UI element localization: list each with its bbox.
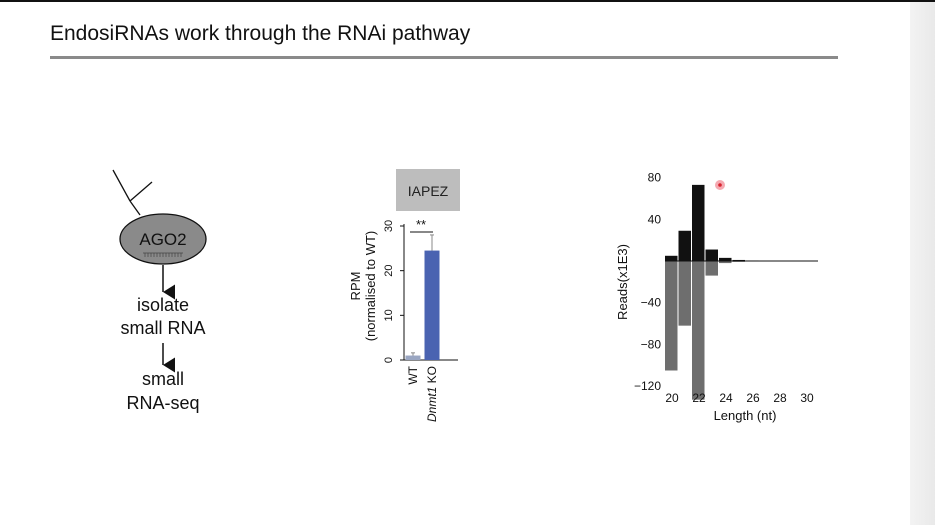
- x-tick-label: Dnmt1 KO: [425, 366, 439, 422]
- bar: [405, 355, 421, 360]
- step1-line1: isolate: [137, 295, 189, 315]
- bar-antisense: [719, 261, 732, 264]
- bar-sense: [719, 257, 732, 261]
- step2-line2: RNA-seq: [126, 393, 199, 413]
- title-underline: [50, 56, 838, 59]
- y-axis-label-line1: RPM: [348, 272, 363, 301]
- x-tick-label: 30: [800, 391, 814, 405]
- antibody-icon: [112, 169, 153, 216]
- y-tick-label: 0: [383, 357, 395, 363]
- y-tick-label: 80: [648, 171, 662, 185]
- slide-title: EndosiRNAs work through the RNAi pathway: [50, 22, 471, 45]
- y-axis-label-line2: (normalised to WT): [363, 231, 378, 342]
- significance-stars: **: [416, 217, 426, 232]
- bar-sense: [678, 230, 691, 261]
- step2-line1: small: [142, 369, 184, 389]
- bar-sense: [665, 255, 678, 261]
- x-axis-ticks: 20 22 24 26 28 30: [665, 391, 814, 405]
- y-tick-label: 20: [383, 265, 395, 277]
- x-tick-label: 28: [773, 391, 787, 405]
- y-tick-label: −40: [641, 296, 662, 310]
- y-axis-ticks: 80 40 −40 −80 −120: [634, 171, 661, 394]
- x-tick-label: 24: [719, 391, 733, 405]
- bar-sense: [732, 259, 745, 261]
- x-tick-label: WT: [406, 365, 420, 384]
- y-tick-label: −120: [634, 379, 661, 393]
- bar-marks: [405, 234, 440, 360]
- pointer-cursor-icon: [715, 180, 725, 190]
- bar-antisense: [705, 261, 718, 276]
- y-axis: 0 10 20 30: [383, 220, 458, 363]
- y-tick-label: 40: [648, 212, 662, 226]
- bar-antisense: [692, 261, 705, 400]
- bar-sense: [705, 249, 718, 261]
- ago2-label: AGO2: [139, 230, 186, 249]
- y-axis-label: Reads(x1E3): [615, 244, 630, 320]
- bar-antisense: [665, 261, 678, 371]
- x-tick-label: 26: [746, 391, 760, 405]
- length-bars: [665, 184, 818, 400]
- x-axis-label: Length (nt): [714, 408, 777, 423]
- bound-rna-icon: [143, 252, 183, 257]
- window-top-border: [0, 0, 935, 2]
- chart-title: IAPEZ: [408, 183, 449, 199]
- x-axis-labels: WT Dnmt1 KO: [406, 365, 439, 422]
- y-tick-label: −80: [641, 337, 662, 351]
- step1-line2: small RNA: [120, 318, 205, 338]
- y-tick-label: 30: [383, 220, 395, 232]
- chart-title-box: [396, 169, 460, 211]
- ago2-protein: [119, 213, 207, 265]
- significance-marker: **: [410, 217, 433, 233]
- y-tick-label: 10: [383, 309, 395, 321]
- bar-antisense: [678, 261, 691, 326]
- x-tick-label: 20: [665, 391, 679, 405]
- right-scroll-panel[interactable]: [910, 2, 935, 525]
- bar-sense: [692, 184, 705, 261]
- bar: [424, 250, 440, 360]
- x-tick-label: 22: [692, 391, 706, 405]
